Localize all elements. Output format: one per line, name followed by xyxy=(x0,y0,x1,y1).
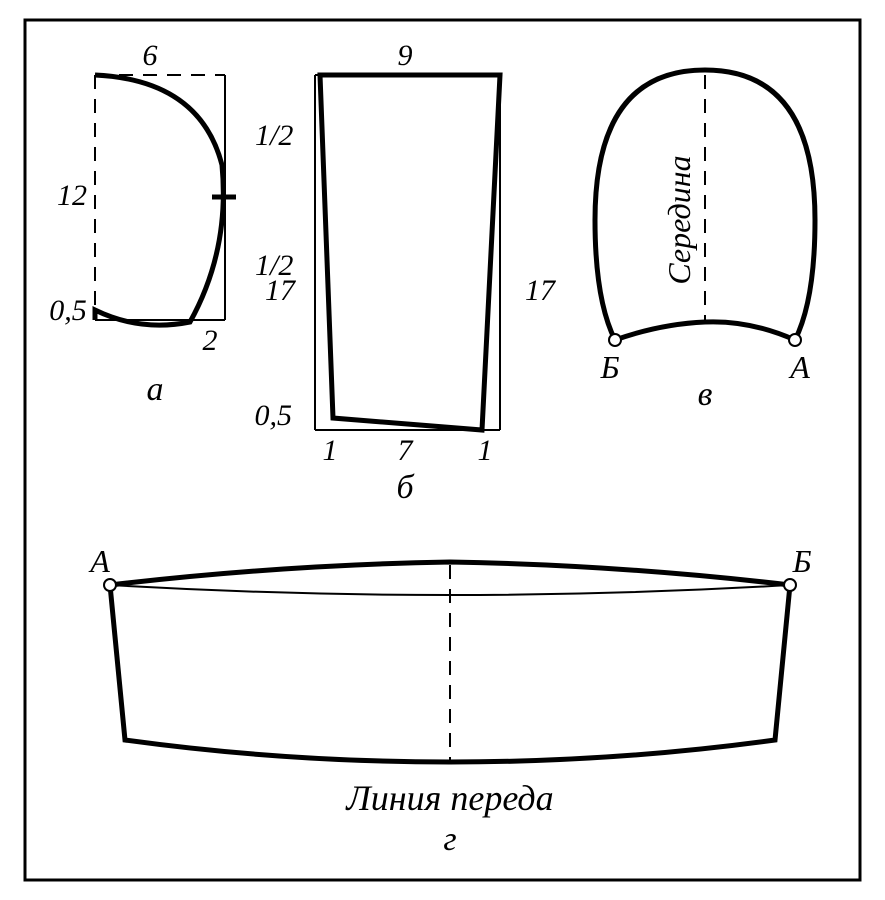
v-circle-b xyxy=(609,334,621,346)
v-pt-b: Б xyxy=(600,349,620,385)
b-dim-b2: 7 xyxy=(398,434,415,467)
b-label: б xyxy=(396,469,415,506)
g-circle-b xyxy=(784,579,796,591)
g-text: Линия переда xyxy=(345,778,553,818)
g-label: г xyxy=(443,821,456,858)
piece-b: 9 17 17 0,5 1 7 1 б xyxy=(255,39,558,506)
b-dim-top: 9 xyxy=(398,39,413,72)
a-dim-left: 12 xyxy=(57,179,87,212)
v-circle-a xyxy=(789,334,801,346)
piece-v: Середина Б А в xyxy=(595,70,815,413)
b-dim-b3: 1 xyxy=(478,434,493,467)
b-dim-left: 17 xyxy=(265,274,297,307)
a-curve xyxy=(95,75,223,325)
b-dim-bl: 0,5 xyxy=(255,399,293,432)
g-pt-b: Б xyxy=(792,543,812,579)
piece-a: 6 12 0,5 2 1/2 1/2 а xyxy=(49,39,293,408)
b-dim-b1: 1 xyxy=(323,434,338,467)
a-dim-top: 6 xyxy=(143,39,158,72)
a-dim-bl: 0,5 xyxy=(49,294,87,327)
g-pt-a: А xyxy=(88,543,110,579)
piece-g: А Б Линия переда г xyxy=(88,543,811,858)
b-dim-right: 17 xyxy=(525,274,557,307)
v-center-text: Середина xyxy=(661,155,697,284)
v-pt-a: А xyxy=(788,349,810,385)
a-dim-r1: 1/2 xyxy=(255,119,293,152)
v-label: в xyxy=(698,376,713,413)
a-dim-br: 2 xyxy=(203,324,218,357)
a-label: а xyxy=(147,371,164,408)
frame xyxy=(25,20,860,880)
g-circle-a xyxy=(104,579,116,591)
b-inner xyxy=(320,75,500,430)
